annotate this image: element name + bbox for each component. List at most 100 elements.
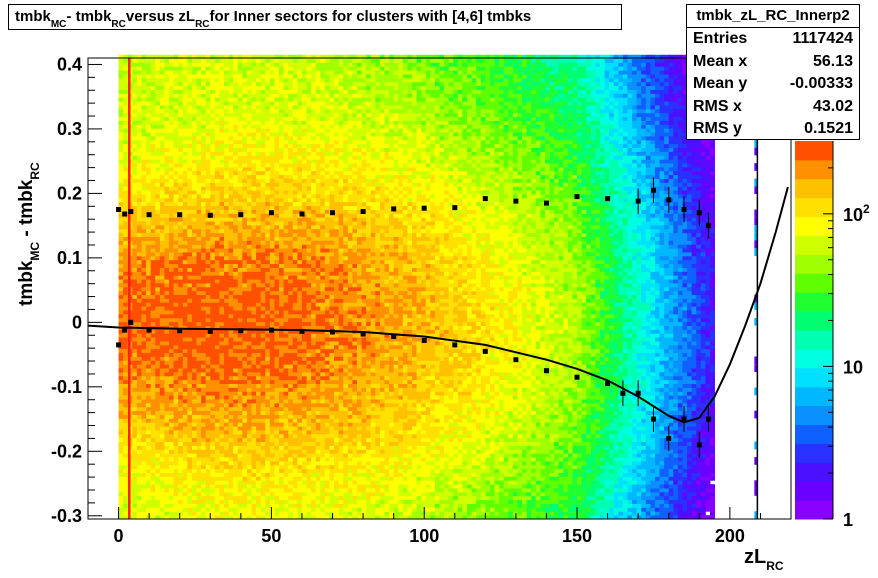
heatmap-cell (256, 515, 262, 520)
heatmap-cell (182, 163, 188, 168)
heatmap-cell (269, 306, 275, 311)
heatmap-cell (132, 337, 138, 342)
heatmap-cell (150, 209, 156, 214)
heatmap-cell (123, 426, 129, 431)
heatmap-cell (141, 414, 147, 419)
heatmap-cell (233, 352, 239, 357)
heatmap-cell (136, 151, 142, 156)
heatmap-cell (155, 275, 161, 280)
heatmap-cell (251, 85, 257, 90)
heatmap-cell (224, 464, 229, 470)
heatmap-cell (146, 205, 152, 210)
heatmap-cell (169, 101, 174, 106)
heatmap-cell (182, 224, 188, 230)
heatmap-cell (246, 182, 252, 187)
heatmap-cell (283, 279, 289, 284)
heatmap-cell (173, 271, 179, 276)
heatmap-cell (141, 317, 147, 323)
heatmap-cell (283, 368, 289, 373)
heatmap-cell (123, 503, 129, 508)
heatmap-cell (228, 379, 234, 384)
heatmap-cell (288, 143, 294, 149)
heatmap-cell (233, 182, 239, 187)
heatmap-cell (219, 197, 225, 203)
heatmap-cell (279, 333, 285, 338)
heatmap-cell (224, 503, 229, 508)
heatmap-cell (274, 383, 280, 388)
heatmap-cell (283, 418, 289, 423)
heatmap-cell (283, 484, 289, 489)
heatmap-cell (237, 267, 243, 272)
heatmap-cell (246, 139, 252, 145)
heatmap-cell (279, 263, 285, 268)
heatmap-cell (159, 58, 165, 63)
heatmap-cell (214, 457, 220, 462)
heatmap-cell (164, 437, 170, 443)
heatmap-cell (118, 294, 124, 299)
heatmap-cell (182, 430, 188, 435)
heatmap-cell (141, 136, 147, 141)
heatmap-cell (274, 178, 280, 183)
heatmap-cell (297, 515, 303, 520)
heatmap-cell (118, 271, 124, 276)
heatmap-cell (155, 166, 161, 172)
heatmap-cell (187, 426, 193, 431)
heatmap-cell (292, 511, 298, 516)
heatmap-cell (187, 252, 193, 257)
heatmap-cell (301, 170, 307, 176)
heatmap-cell (269, 155, 275, 160)
heatmap-cell (123, 441, 129, 446)
heatmap-cell (136, 437, 142, 443)
heatmap-cell (178, 472, 184, 477)
heatmap-cell (136, 112, 142, 118)
heatmap-cell (164, 105, 170, 110)
heatmap-cell (265, 209, 271, 214)
heatmap-cell (201, 58, 207, 63)
heatmap-cell (279, 507, 285, 512)
heatmap-cell (297, 81, 303, 87)
heatmap-cell (251, 449, 257, 454)
heatmap-cell (169, 85, 174, 90)
heatmap-cell (219, 194, 225, 199)
heatmap-cell (297, 290, 303, 296)
heatmap-cell (279, 368, 285, 373)
heatmap-cell (118, 116, 124, 121)
heatmap-cell (283, 139, 289, 145)
heatmap-cell (146, 437, 152, 443)
heatmap-cell (279, 217, 285, 222)
heatmap-cell (201, 310, 207, 315)
heatmap-cell (214, 325, 220, 330)
heatmap-cell (173, 395, 179, 400)
heatmap-cell (178, 201, 184, 207)
heatmap-cell (164, 85, 170, 90)
heatmap-cell (173, 116, 179, 121)
heatmap-cell (155, 507, 161, 512)
heatmap-cell (292, 368, 298, 373)
heatmap-cell (164, 372, 170, 377)
heatmap-cell (269, 317, 275, 323)
heatmap-cell (292, 460, 298, 466)
heatmap-cell (242, 201, 248, 207)
heatmap-cell (191, 290, 197, 296)
heatmap-cell (214, 310, 220, 315)
heatmap-cell (187, 499, 193, 504)
heatmap-cell (123, 499, 129, 504)
heatmap-cell (164, 352, 170, 357)
heatmap-cell (242, 286, 248, 292)
heatmap-cell (237, 515, 243, 520)
heatmap-cell (246, 383, 252, 388)
heatmap-cell (214, 81, 220, 87)
heatmap-cell (169, 267, 174, 272)
heatmap-cell (269, 244, 275, 249)
heatmap-cell (233, 232, 239, 237)
heatmap-cell (146, 163, 152, 168)
heatmap-cell (214, 174, 220, 179)
heatmap-cell (173, 391, 179, 396)
heatmap-cell (123, 163, 129, 168)
heatmap-cell (150, 383, 156, 388)
heatmap-cell (132, 178, 138, 183)
heatmap-cell (210, 112, 216, 118)
heatmap-cell (150, 460, 156, 466)
heatmap-cell (214, 221, 220, 226)
heatmap-cell (260, 147, 266, 152)
